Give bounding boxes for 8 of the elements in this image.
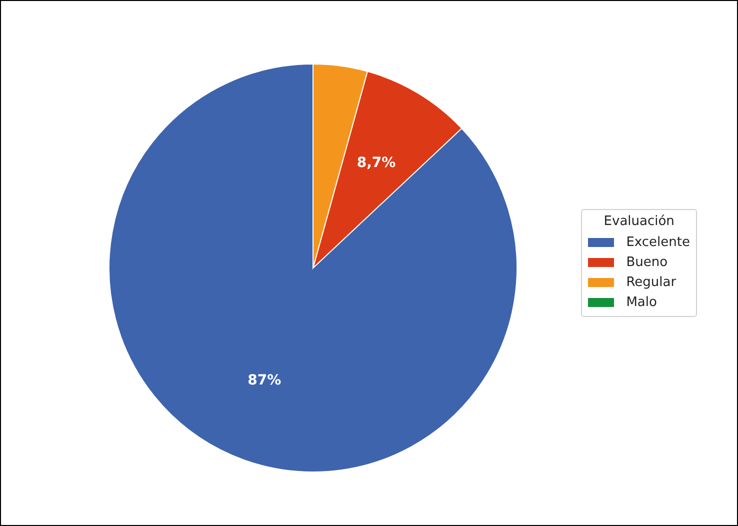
- pie-slice: [108, 64, 518, 472]
- data-label: 87%: [248, 372, 282, 388]
- legend-label: Malo: [626, 294, 657, 310]
- legend-label: Excelente: [626, 234, 690, 250]
- data-label: 8,7%: [356, 155, 396, 172]
- legend-title: Evaluación: [602, 214, 676, 229]
- legend-label: Bueno: [626, 254, 668, 270]
- legend-label: Regular: [626, 274, 676, 290]
